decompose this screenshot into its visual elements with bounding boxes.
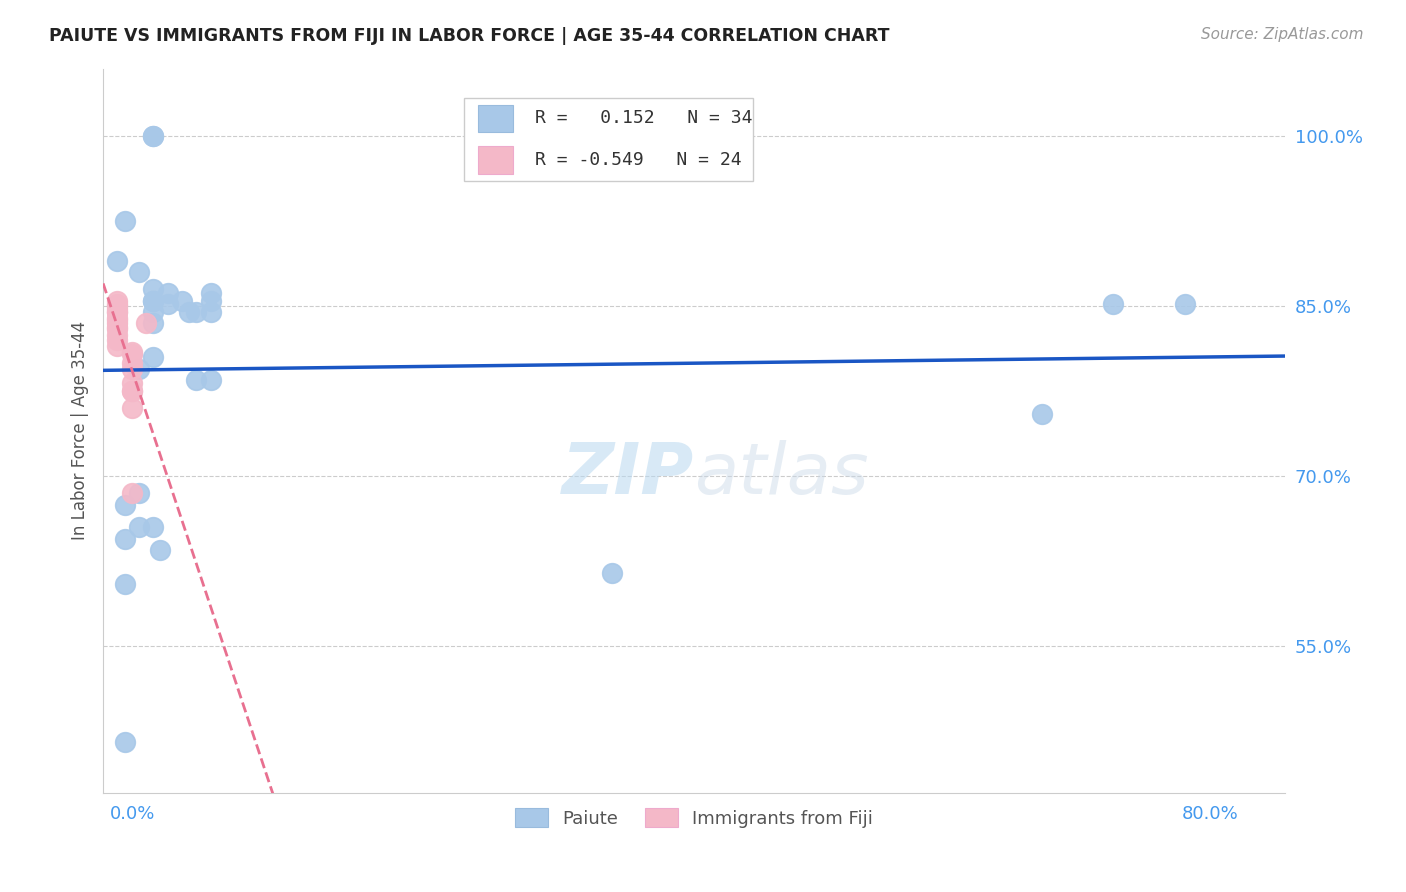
Point [200, 305, 222, 319]
Point [142, 293, 165, 308]
Y-axis label: In Labor Force | Age 35-44: In Labor Force | Age 35-44 [72, 321, 89, 541]
Point [142, 129, 165, 144]
Point [107, 305, 129, 319]
Point [114, 532, 136, 546]
Point [107, 254, 129, 268]
Point [107, 334, 129, 348]
Point [1031, 407, 1053, 421]
Point [107, 327, 129, 342]
Point [121, 401, 143, 416]
Text: 0.0%: 0.0% [110, 805, 156, 822]
Text: R = -0.549   N = 24: R = -0.549 N = 24 [534, 151, 741, 169]
Point [121, 384, 143, 399]
Point [186, 373, 208, 387]
FancyBboxPatch shape [464, 97, 754, 181]
Point [128, 520, 150, 534]
Point [142, 351, 165, 365]
Point [107, 322, 129, 336]
Point [107, 299, 129, 313]
Point [114, 577, 136, 591]
Point [200, 285, 222, 300]
Point [107, 305, 129, 319]
Point [107, 310, 129, 325]
Point [107, 339, 129, 353]
Point [121, 486, 143, 500]
Point [142, 129, 165, 144]
Point [142, 316, 165, 330]
Point [142, 293, 165, 308]
Text: atlas: atlas [695, 440, 869, 509]
Text: PAIUTE VS IMMIGRANTS FROM FIJI IN LABOR FORCE | AGE 35-44 CORRELATION CHART: PAIUTE VS IMMIGRANTS FROM FIJI IN LABOR … [49, 27, 890, 45]
Point [156, 297, 179, 311]
Point [107, 301, 129, 316]
Point [135, 316, 157, 330]
Point [114, 498, 136, 512]
Bar [478, 146, 513, 174]
Text: Source: ZipAtlas.com: Source: ZipAtlas.com [1201, 27, 1364, 42]
Point [114, 735, 136, 749]
Point [142, 520, 165, 534]
Point [156, 285, 179, 300]
Point [186, 305, 208, 319]
Point [1102, 297, 1125, 311]
Point [121, 361, 143, 376]
Point [200, 293, 222, 308]
Point [177, 305, 200, 319]
Point [200, 373, 222, 387]
Point [142, 305, 165, 319]
Point [1174, 297, 1197, 311]
Point [149, 542, 172, 557]
Point [121, 344, 143, 359]
Text: 80.0%: 80.0% [1181, 805, 1239, 822]
Point [107, 297, 129, 311]
Point [107, 319, 129, 334]
Point [142, 282, 165, 296]
Point [128, 361, 150, 376]
Point [121, 376, 143, 391]
Point [114, 214, 136, 228]
Point [170, 293, 193, 308]
Legend: Paiute, Immigrants from Fiji: Paiute, Immigrants from Fiji [508, 801, 880, 835]
Point [128, 265, 150, 279]
Point [107, 313, 129, 327]
Point [128, 486, 150, 500]
Text: R =   0.152   N = 34: R = 0.152 N = 34 [534, 110, 752, 128]
Point [121, 356, 143, 370]
Bar [478, 104, 513, 132]
Point [600, 566, 623, 580]
Point [121, 347, 143, 361]
Point [107, 316, 129, 330]
Point [121, 384, 143, 399]
Point [107, 293, 129, 308]
Text: ZIP: ZIP [562, 440, 695, 509]
